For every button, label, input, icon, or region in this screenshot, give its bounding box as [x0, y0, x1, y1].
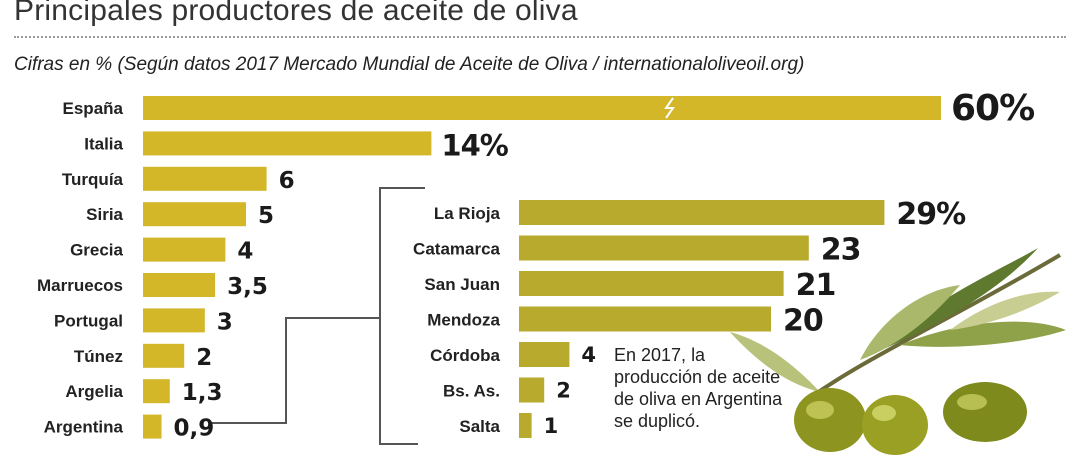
value-label-world-2: 6 [279, 168, 295, 194]
category-label-arg-0: La Rioja [434, 204, 501, 223]
bar-arg-1 [519, 235, 809, 261]
chart-title: Principales productores de aceite de oli… [14, 0, 578, 27]
chart-subtitle: Cifras en % (Según datos 2017 Mercado Mu… [14, 54, 805, 75]
category-label-world-7: Túnez [74, 347, 123, 366]
bar-world-1 [143, 131, 432, 156]
category-label-world-4: Grecia [70, 241, 123, 260]
bar-arg-5 [519, 377, 545, 403]
category-label-world-8: Argelia [65, 382, 123, 401]
value-label-world-1: 14% [441, 128, 508, 162]
value-label-arg-3: 20 [783, 304, 823, 339]
category-label-arg-4: Córdoba [430, 346, 500, 365]
bar-world-8 [143, 379, 170, 404]
bar-world-5 [143, 273, 216, 297]
world-bars-group: España 60% Italia 14% Turquía 6 Siria 5 Grecia 4 M… [37, 88, 1035, 442]
category-label-world-3: Siria [86, 205, 123, 224]
value-label-arg-6: 1 [544, 414, 559, 438]
category-label-arg-5: Bs. As. [443, 382, 500, 401]
bar-world-2 [143, 166, 267, 191]
value-label-arg-4: 4 [581, 343, 596, 367]
value-label-world-4: 4 [237, 239, 253, 265]
bar-world-0 [143, 96, 941, 120]
category-label-world-2: Turquía [62, 170, 124, 189]
bar-arg-0 [519, 200, 885, 225]
category-label-world-6: Portugal [54, 311, 123, 330]
category-label-arg-2: San Juan [424, 275, 500, 294]
value-label-arg-2: 21 [796, 268, 836, 303]
value-label-world-9: 0,9 [174, 416, 215, 442]
category-label-world-1: Italia [84, 134, 123, 153]
value-label-world-8: 1,3 [182, 380, 223, 406]
category-label-arg-3: Mendoza [427, 311, 500, 330]
bar-world-9 [143, 414, 162, 439]
bar-arg-2 [519, 271, 784, 296]
argentina-note: En 2017, la producción de aceite de oliv… [614, 345, 783, 431]
value-label-arg-0: 29% [896, 197, 966, 232]
bar-world-7 [143, 343, 185, 368]
argentina-connector-line [212, 187, 425, 445]
category-label-world-0: España [63, 99, 124, 118]
category-label-arg-6: Salta [459, 417, 500, 436]
bar-world-6 [143, 308, 205, 333]
bar-world-4 [143, 237, 226, 262]
bar-arg-4 [519, 342, 570, 367]
category-label-arg-1: Catamarca [413, 240, 500, 259]
olive-branch-illustration [730, 248, 1066, 455]
category-label-world-9: Argentina [44, 418, 124, 437]
axis-break-mark [664, 97, 675, 119]
value-label-world-3: 5 [258, 203, 274, 229]
value-label-world-0: 60% [951, 88, 1034, 129]
value-label-world-6: 3 [217, 309, 233, 335]
value-label-world-7: 2 [196, 345, 212, 371]
value-label-arg-1: 23 [821, 233, 861, 268]
value-label-arg-5: 2 [556, 379, 571, 403]
value-label-world-5: 3,5 [227, 274, 268, 300]
category-label-world-5: Marruecos [37, 276, 123, 295]
title-divider [14, 36, 1066, 38]
bar-arg-3 [519, 306, 771, 332]
bar-world-3 [143, 202, 246, 227]
bar-arg-6 [519, 413, 532, 438]
